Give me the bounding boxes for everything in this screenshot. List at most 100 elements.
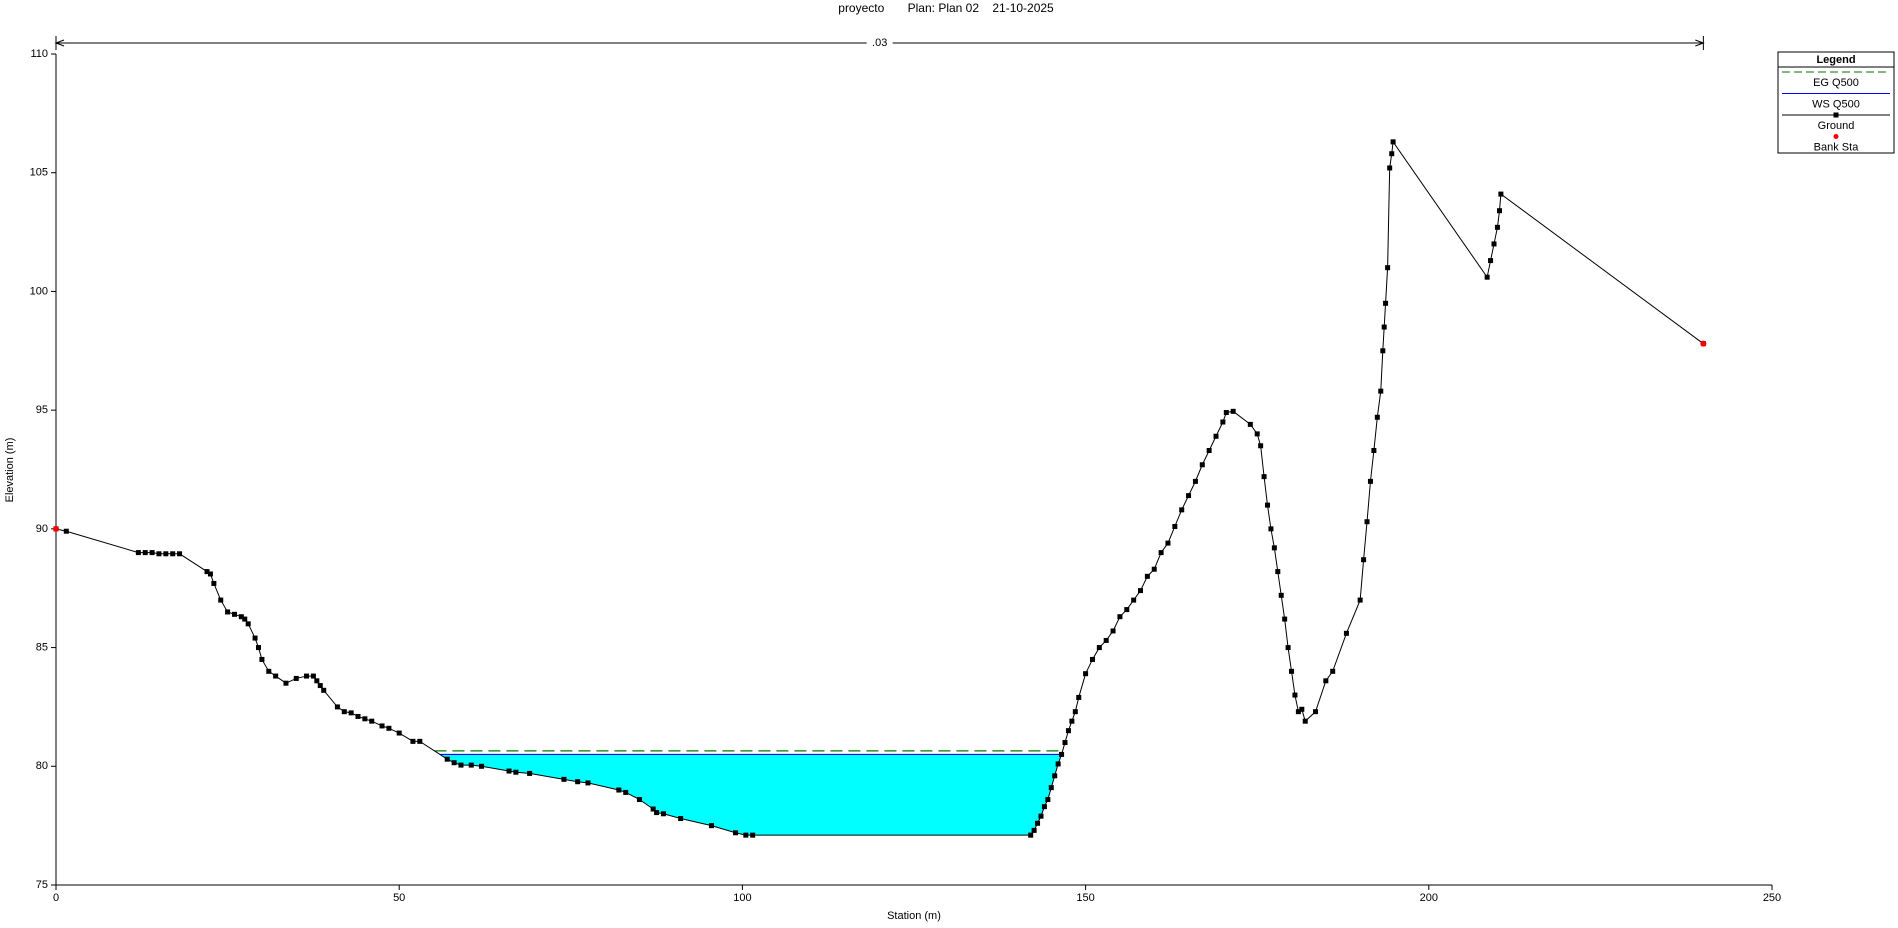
legend-label: EG Q500 bbox=[1813, 77, 1859, 89]
ground-point bbox=[743, 832, 749, 838]
ground-point bbox=[660, 811, 666, 817]
ground-point bbox=[1223, 410, 1229, 416]
y-axis-label: Elevation (m) bbox=[4, 438, 16, 503]
ground-point bbox=[204, 569, 210, 575]
ground-point bbox=[1096, 645, 1102, 651]
ground-point bbox=[410, 738, 416, 744]
y-tick-label: 80 bbox=[36, 760, 48, 772]
ground-point bbox=[1313, 709, 1319, 715]
ground-point bbox=[304, 673, 310, 679]
ground-point bbox=[1371, 448, 1377, 454]
y-tick-label: 95 bbox=[36, 404, 48, 416]
ground-point bbox=[231, 611, 237, 617]
ground-point bbox=[1179, 507, 1185, 513]
ground-point bbox=[636, 797, 642, 803]
ground-point bbox=[310, 673, 316, 679]
ground-point bbox=[1285, 645, 1291, 651]
ground-point bbox=[1110, 628, 1116, 634]
ground-point bbox=[451, 760, 457, 766]
ground-point bbox=[1158, 550, 1164, 556]
ground-point bbox=[1488, 258, 1494, 264]
ground-point bbox=[386, 725, 392, 731]
ground-point bbox=[1378, 388, 1384, 394]
y-tick-label: 110 bbox=[30, 48, 48, 60]
ground-point bbox=[709, 823, 715, 829]
ground-point bbox=[207, 571, 213, 577]
n-label-bg bbox=[866, 36, 893, 50]
ground-point bbox=[1261, 474, 1267, 480]
ground-point bbox=[750, 832, 756, 838]
ground-point bbox=[156, 551, 162, 557]
ground-point bbox=[1383, 300, 1389, 306]
ground-point bbox=[616, 787, 622, 793]
ground-point bbox=[1494, 224, 1500, 230]
ground-point bbox=[396, 730, 402, 736]
ground-point bbox=[1038, 813, 1044, 819]
bank-station bbox=[1700, 340, 1707, 347]
ground-point bbox=[1364, 519, 1370, 525]
ground-point bbox=[314, 678, 320, 684]
ground-point bbox=[1062, 740, 1068, 746]
n-label: .03 bbox=[872, 37, 887, 49]
ground-point bbox=[177, 551, 183, 557]
ground-point bbox=[561, 776, 567, 782]
ground-point bbox=[1387, 165, 1393, 171]
x-tick-label: 150 bbox=[1076, 892, 1094, 904]
ground-point bbox=[1299, 706, 1305, 712]
x-tick-label: 100 bbox=[733, 892, 751, 904]
ground-point bbox=[1035, 820, 1041, 826]
ground-point bbox=[1282, 616, 1288, 622]
ground-point bbox=[1103, 637, 1109, 643]
ground-point bbox=[1052, 773, 1058, 779]
ground-point bbox=[218, 597, 224, 603]
ground-point bbox=[1278, 592, 1284, 598]
ground-point bbox=[575, 779, 581, 785]
ground-point bbox=[355, 713, 361, 719]
ground-point bbox=[1367, 478, 1373, 484]
ground-point bbox=[317, 683, 323, 689]
ground-point bbox=[1065, 728, 1071, 734]
ground-point bbox=[259, 656, 265, 662]
ground-point bbox=[444, 756, 450, 762]
bank-station bbox=[53, 525, 59, 532]
ground-point bbox=[1072, 709, 1078, 715]
y-tick-label: 85 bbox=[36, 641, 48, 653]
ground-point bbox=[1230, 408, 1236, 414]
ground-point bbox=[1323, 678, 1329, 684]
ground-point bbox=[585, 780, 591, 786]
ground-point bbox=[225, 609, 231, 615]
ground-point bbox=[678, 816, 684, 822]
ground-point bbox=[63, 528, 69, 534]
ground-point bbox=[468, 762, 474, 768]
ground-point bbox=[1295, 709, 1301, 715]
ground-point bbox=[334, 704, 340, 710]
ground-point bbox=[1271, 545, 1277, 551]
ground-point bbox=[149, 550, 155, 556]
ground-point bbox=[1381, 324, 1387, 330]
ground-point bbox=[1220, 419, 1226, 425]
ground-point bbox=[1254, 431, 1260, 437]
ground-point bbox=[266, 668, 272, 674]
legend-swatch bbox=[1833, 134, 1839, 139]
ground-point bbox=[506, 768, 512, 774]
y-tick-label: 75 bbox=[36, 879, 48, 891]
x-tick-label: 200 bbox=[1420, 892, 1438, 904]
legend-swatch-marker bbox=[1833, 112, 1839, 118]
ground-point bbox=[513, 769, 519, 775]
ground-point bbox=[1498, 191, 1504, 197]
ground-point bbox=[369, 718, 375, 724]
ground-point bbox=[1192, 478, 1198, 484]
ground-point bbox=[1264, 502, 1270, 508]
ground-point bbox=[1144, 573, 1150, 579]
y-tick-label: 100 bbox=[30, 285, 48, 297]
ground-point bbox=[1289, 668, 1295, 674]
ground-point bbox=[479, 763, 485, 769]
ground-point bbox=[1385, 265, 1391, 271]
ground-point bbox=[1031, 827, 1037, 833]
ground-point bbox=[252, 635, 258, 641]
ground-point bbox=[238, 614, 244, 620]
ground-point bbox=[1206, 448, 1212, 454]
ground-point bbox=[1343, 630, 1349, 636]
ground-point bbox=[211, 580, 217, 586]
